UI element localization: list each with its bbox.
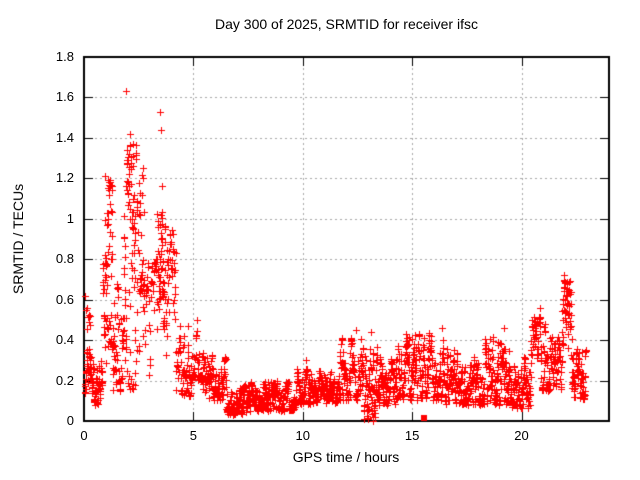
y-tick-label: 0.6 <box>55 291 74 307</box>
y-tick-label: 1.4 <box>55 129 74 145</box>
y-tick-label: 1.6 <box>55 89 74 105</box>
y-tick-label: 0 <box>66 413 74 428</box>
y-tick-label: 1 <box>66 210 74 226</box>
x-tick-label: 5 <box>189 428 197 443</box>
chart-title: Day 300 of 2025, SRMTID for receiver ifs… <box>215 16 478 32</box>
y-axis-label: SRMTID / TECUs <box>10 183 26 295</box>
y-tick-label: 0.2 <box>55 372 74 388</box>
y-tick-label: 1.8 <box>55 49 74 64</box>
x-tick-label: 0 <box>80 428 88 443</box>
x-tick-label: 20 <box>514 428 529 443</box>
y-tick-label: 1.2 <box>55 170 74 186</box>
y-tick-label: 0.4 <box>55 332 74 348</box>
x-tick-label: 15 <box>404 428 420 443</box>
x-axis-label: GPS time / hours <box>292 449 400 465</box>
y-tick-label: 0.8 <box>55 251 74 267</box>
x-tick-label: 10 <box>295 428 310 443</box>
